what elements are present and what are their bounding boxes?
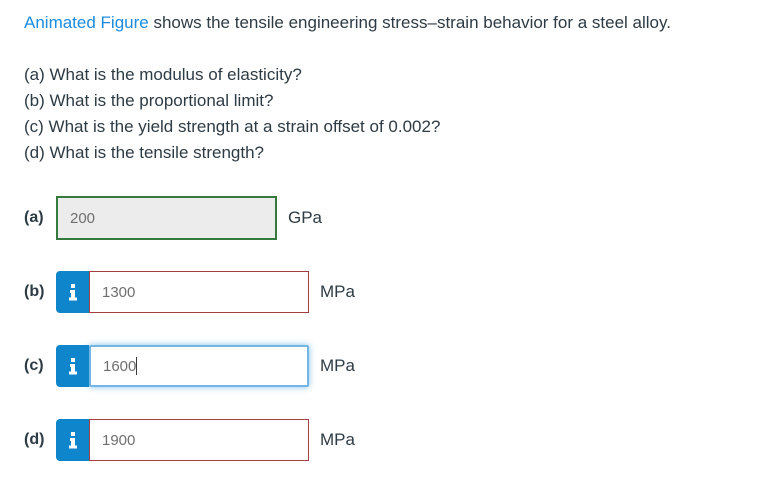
answer-input-b[interactable] bbox=[89, 271, 309, 313]
unit-label-c: MPa bbox=[320, 356, 355, 375]
row-label-b: (b) bbox=[24, 283, 45, 300]
answer-row-b: (b) MPa bbox=[24, 270, 783, 314]
answer-section: (a) GPa (b) MPa (c) bbox=[24, 196, 783, 462]
answer-row-c: (c) MPa bbox=[24, 344, 783, 388]
answer-row-d: (d) MPa bbox=[24, 418, 783, 462]
row-label-c: (c) bbox=[24, 357, 44, 374]
answer-control-b bbox=[56, 271, 309, 313]
unit-label-b: MPa bbox=[320, 282, 355, 301]
answer-row-a: (a) GPa bbox=[24, 196, 783, 240]
info-icon[interactable] bbox=[56, 419, 89, 461]
unit-label-d: MPa bbox=[320, 430, 355, 449]
question-page: Animated Figure shows the tensile engine… bbox=[24, 10, 783, 462]
answer-control-c bbox=[56, 345, 309, 387]
animated-figure-link[interactable]: Animated Figure bbox=[24, 13, 149, 32]
info-icon[interactable] bbox=[56, 345, 89, 387]
question-c: (c) What is the yield strength at a stra… bbox=[24, 117, 441, 136]
question-b: (b) What is the proportional limit? bbox=[24, 91, 274, 110]
info-icon[interactable] bbox=[56, 271, 89, 313]
question-d: (d) What is the tensile strength? bbox=[24, 143, 265, 162]
answer-input-d[interactable] bbox=[89, 419, 309, 461]
unit-label-a: GPa bbox=[288, 208, 323, 227]
answer-input-a[interactable] bbox=[56, 196, 277, 240]
question-list: (a) What is the modulus of elasticity? (… bbox=[24, 62, 783, 166]
answer-control-a bbox=[56, 196, 277, 240]
answer-input-c[interactable] bbox=[89, 345, 309, 387]
intro-paragraph: Animated Figure shows the tensile engine… bbox=[24, 10, 783, 36]
row-label-d: (d) bbox=[24, 431, 45, 448]
answer-control-d bbox=[56, 419, 309, 461]
row-label-a: (a) bbox=[24, 209, 44, 226]
question-a: (a) What is the modulus of elasticity? bbox=[24, 65, 302, 84]
intro-text: shows the tensile engineering stress–str… bbox=[148, 13, 671, 32]
text-cursor bbox=[136, 357, 137, 375]
